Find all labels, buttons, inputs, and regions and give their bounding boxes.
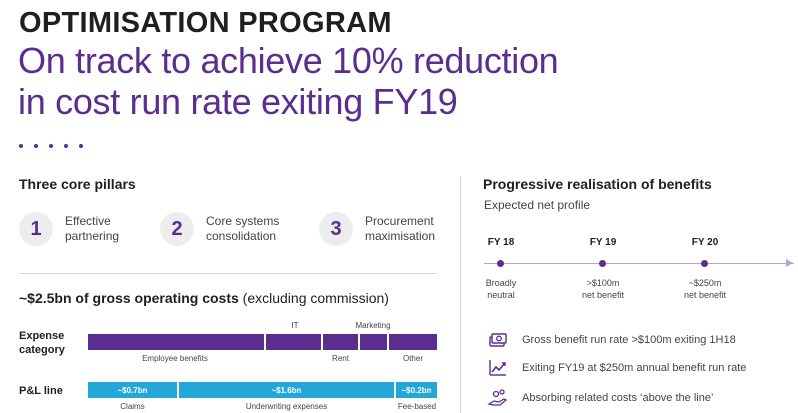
- timeline-year: FY 19: [589, 237, 617, 248]
- benefits-heading: Progressive realisation of benefits: [483, 176, 712, 192]
- pillar-label-line: consolidation: [206, 229, 277, 243]
- row-label-line: Expense: [19, 330, 65, 342]
- gross-costs-heading: ~$2.5bn of gross operating costs (exclud…: [19, 290, 389, 306]
- pillar-label-line: maximisation: [365, 229, 436, 243]
- dot: [49, 144, 53, 148]
- bar-underwriting-expenses: ~$1.6bn: [179, 382, 394, 398]
- timeline-line: [484, 263, 794, 264]
- chart-trend-icon: [486, 356, 510, 380]
- timeline-value: ~$250m net benefit: [665, 277, 745, 301]
- bar-rent: [323, 334, 358, 350]
- pillar-number: 2: [160, 212, 194, 246]
- divider-horizontal: [19, 273, 437, 274]
- pillar-label-line: Procurement: [365, 214, 434, 228]
- hand-coins-icon: [486, 386, 510, 410]
- pillar-label: Core systems consolidation: [206, 214, 296, 244]
- gross-costs-rest: (excluding commission): [238, 290, 389, 306]
- timeline-arrow-icon: [786, 259, 793, 267]
- bar-fee-based: ~$0.2bn: [396, 382, 437, 398]
- bar-marketing: [360, 334, 387, 350]
- bar-it: [266, 334, 321, 350]
- benefit-bullet-text: Absorbing related costs ‘above the line’: [522, 392, 714, 404]
- timeline-year: FY 20: [691, 237, 719, 248]
- dot: [64, 144, 68, 148]
- benefit-bullet-text: Exiting FY19 at $250m annual benefit run…: [522, 362, 747, 374]
- pillar-3: 3 Procurement maximisation: [319, 212, 455, 246]
- page-title: OPTIMISATION PROGRAM: [19, 7, 392, 39]
- timeline-value-line: Broadly: [485, 278, 517, 288]
- pillar-number: 3: [319, 212, 353, 246]
- timeline-value-line: neutral: [487, 290, 515, 300]
- timeline-value-line: net benefit: [683, 290, 727, 300]
- bar-claims: ~$0.7bn: [88, 382, 177, 398]
- timeline-dot: [701, 260, 708, 267]
- gross-costs-bold: ~$2.5bn of gross operating costs: [19, 290, 239, 306]
- segment-label-other: Other: [402, 354, 423, 363]
- bar-employee-benefits: [88, 334, 264, 350]
- segment-label-underwriting: Underwriting expenses: [245, 402, 328, 411]
- pillar-2: 2 Core systems consolidation: [160, 212, 296, 246]
- pillar-label-line: Effective: [65, 214, 111, 228]
- headline: On track to achieve 10% reduction in cos…: [18, 40, 559, 122]
- segment-label-it: IT: [291, 321, 299, 330]
- benefits-subheading: Expected net profile: [484, 198, 591, 212]
- row-label-line: category: [19, 344, 65, 356]
- decorative-dots: [19, 144, 83, 148]
- pillars-heading: Three core pillars: [19, 176, 136, 192]
- headline-line-2: in cost run rate exiting FY19: [18, 81, 458, 122]
- pillar-number: 1: [19, 212, 53, 246]
- timeline-year: FY 18: [487, 237, 515, 248]
- dot: [79, 144, 83, 148]
- pillar-1: 1 Effective partnering: [19, 212, 155, 246]
- pillar-label: Effective partnering: [65, 214, 155, 244]
- pl-line-label: P&L line: [19, 385, 63, 397]
- segment-label-employee-benefits: Employee benefits: [142, 354, 208, 363]
- benefit-bullet-text: Gross benefit run rate >$100m exiting 1H…: [522, 334, 736, 346]
- expense-category-label: Expense category: [19, 329, 65, 357]
- benefit-bullet: Absorbing related costs ‘above the line’: [486, 386, 713, 410]
- benefit-bullet: Exiting FY19 at $250m annual benefit run…: [486, 356, 746, 380]
- divider-vertical: [460, 176, 461, 413]
- timeline-value: Broadly neutral: [461, 277, 541, 301]
- segment-label-fee-based: Fee-based: [397, 402, 437, 411]
- segment-label-marketing: Marketing: [355, 321, 391, 330]
- timeline-value-line: >$100m: [586, 278, 620, 288]
- segment-label-rent: Rent: [332, 354, 349, 363]
- pillar-label-line: Core systems: [206, 214, 280, 228]
- dot: [19, 144, 23, 148]
- benefit-bullet: Gross benefit run rate >$100m exiting 1H…: [486, 328, 736, 352]
- bar-other: [389, 334, 437, 350]
- headline-line-1: On track to achieve 10% reduction: [18, 40, 559, 81]
- money-stack-icon: [486, 328, 510, 352]
- timeline-dot: [599, 260, 606, 267]
- timeline-value-line: net benefit: [581, 290, 625, 300]
- timeline-dot: [497, 260, 504, 267]
- timeline-value-line: ~$250m: [688, 278, 722, 288]
- pillar-label: Procurement maximisation: [365, 214, 455, 244]
- timeline-value: >$100m net benefit: [563, 277, 643, 301]
- pillar-label-line: partnering: [65, 229, 120, 243]
- dot: [34, 144, 38, 148]
- segment-label-claims: Claims: [120, 402, 145, 411]
